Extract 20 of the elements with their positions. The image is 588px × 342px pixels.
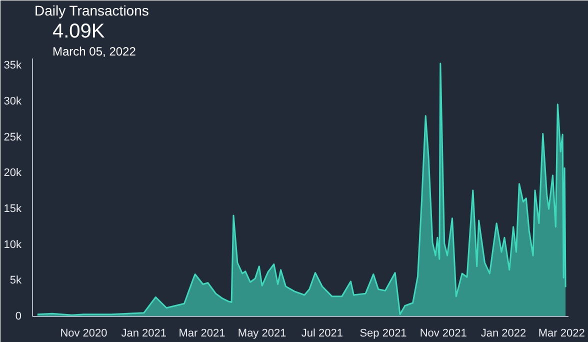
x-tick-label: Nov 2021 xyxy=(420,328,467,340)
x-tick-label: Nov 2020 xyxy=(60,328,108,340)
x-tick-label: Jul 2021 xyxy=(301,328,343,340)
x-tick-label: Mar 2021 xyxy=(178,328,226,340)
x-tick-label: May 2021 xyxy=(238,328,286,340)
y-tick-label: 0 xyxy=(15,310,22,322)
annotation: March 05, 2022 xyxy=(52,44,136,58)
x-tick-label: Jan 2022 xyxy=(480,328,526,340)
y-tick-label: 5k xyxy=(10,274,22,287)
y-tick-label: 10k xyxy=(4,238,22,251)
chart-subtitle: 4.09K xyxy=(52,20,106,42)
chart-title: Daily Transactions xyxy=(34,2,149,18)
y-tick-label: 35k xyxy=(4,60,22,72)
x-tick-label: Jan 2021 xyxy=(121,328,166,340)
y-tick-label: 25k xyxy=(4,131,22,144)
y-tick-label: 30k xyxy=(4,96,22,108)
y-tick-label: 15k xyxy=(4,203,22,215)
x-tick-label: Sep 2021 xyxy=(360,328,407,340)
y-tick-label: 20k xyxy=(4,167,22,180)
x-tick-label: Mar 2022 xyxy=(538,328,585,340)
